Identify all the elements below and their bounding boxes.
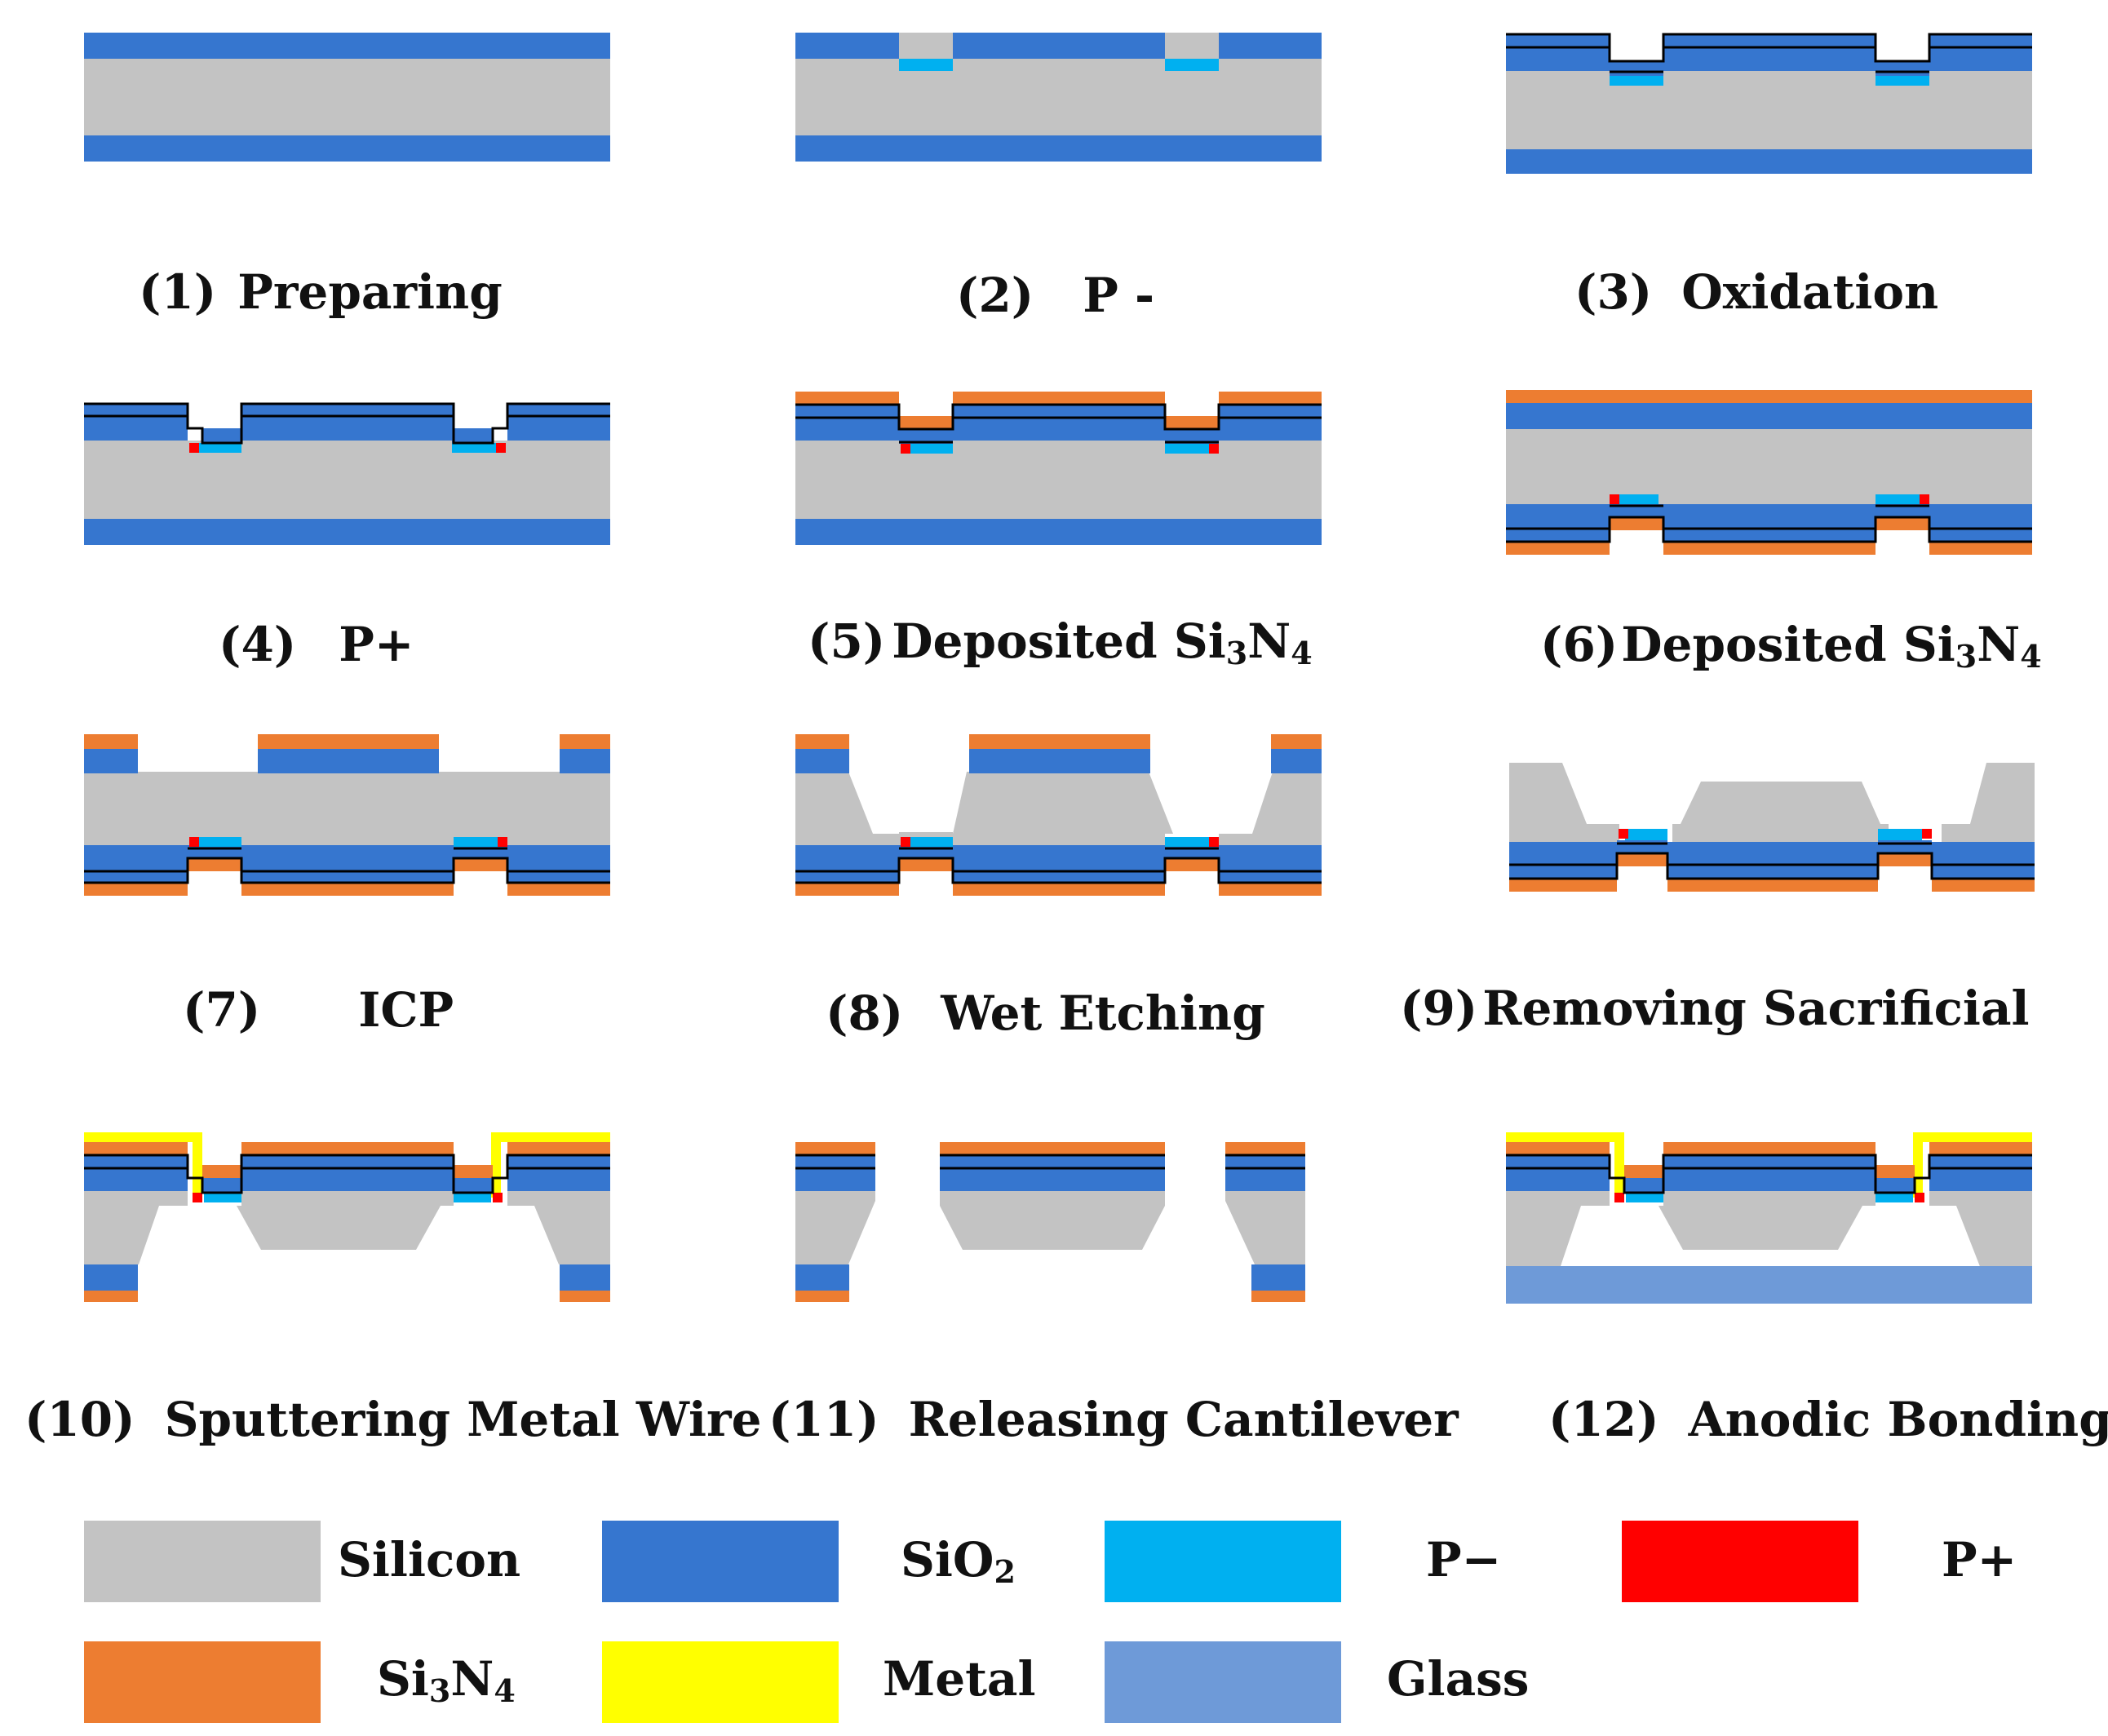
step-3-caption: (3) Oxidation	[1574, 264, 1938, 320]
legend-swatch-silicon	[84, 1521, 321, 1602]
step-5-diagram	[795, 392, 1322, 545]
step-2-diagram	[795, 33, 1322, 162]
step-10-caption: (10) Sputtering Metal Wire	[24, 1392, 762, 1447]
step-10-diagram	[84, 1132, 610, 1302]
step-8-caption: (8) Wet Etching	[826, 985, 1265, 1041]
legend-swatch-glass	[1105, 1641, 1341, 1723]
step-12-caption: (12) Anodic Bonding	[1548, 1392, 2108, 1447]
step-9-diagram	[1509, 763, 2035, 892]
step-3-diagram	[1506, 33, 2032, 174]
step-11-caption: (11) Releasing Cantilever	[768, 1392, 1459, 1447]
legend-swatch-metal	[602, 1641, 839, 1723]
legend-label-sio2: SiO2	[901, 1532, 1016, 1590]
step-7-diagram	[84, 734, 610, 896]
step-11-diagram	[795, 1142, 1305, 1302]
step-6-caption: (6)Deposited Si3N4	[1540, 617, 2042, 675]
legend-label-p-minus: P−	[1426, 1532, 1501, 1588]
step-9-caption: (9) Removing Sacrificial	[1400, 981, 2030, 1036]
legend-label-si3n4: Si3N4	[377, 1651, 516, 1709]
legend-swatch-si3n4	[84, 1641, 321, 1723]
step-5-caption: (5) Deposited Si3N4	[808, 613, 1313, 671]
legend-swatch-p-minus	[1105, 1521, 1341, 1602]
legend-label-silicon: Silicon	[338, 1532, 520, 1588]
step-8-diagram	[795, 734, 1322, 896]
legend-label-p-plus: P+	[1942, 1532, 2017, 1588]
legend-swatch-p-plus	[1622, 1521, 1858, 1602]
step-6-diagram	[1506, 390, 2032, 555]
step-2-caption: (2) P -	[956, 268, 1154, 323]
step-12-diagram	[1506, 1132, 2032, 1304]
step-4-diagram	[84, 402, 610, 545]
legend-swatch-sio2	[602, 1521, 839, 1602]
legend-label-metal: Metal	[883, 1651, 1036, 1707]
step-1-caption: (1) Preparing	[139, 264, 503, 320]
step-1-diagram	[84, 33, 610, 162]
legend: Silicon SiO2 P− P+ Si3N4 Metal Glass	[84, 1521, 2017, 1723]
step-7-caption: (7) ICP	[183, 982, 454, 1038]
step-4-caption: (4) P+	[219, 617, 414, 672]
legend-label-glass: Glass	[1387, 1651, 1529, 1707]
